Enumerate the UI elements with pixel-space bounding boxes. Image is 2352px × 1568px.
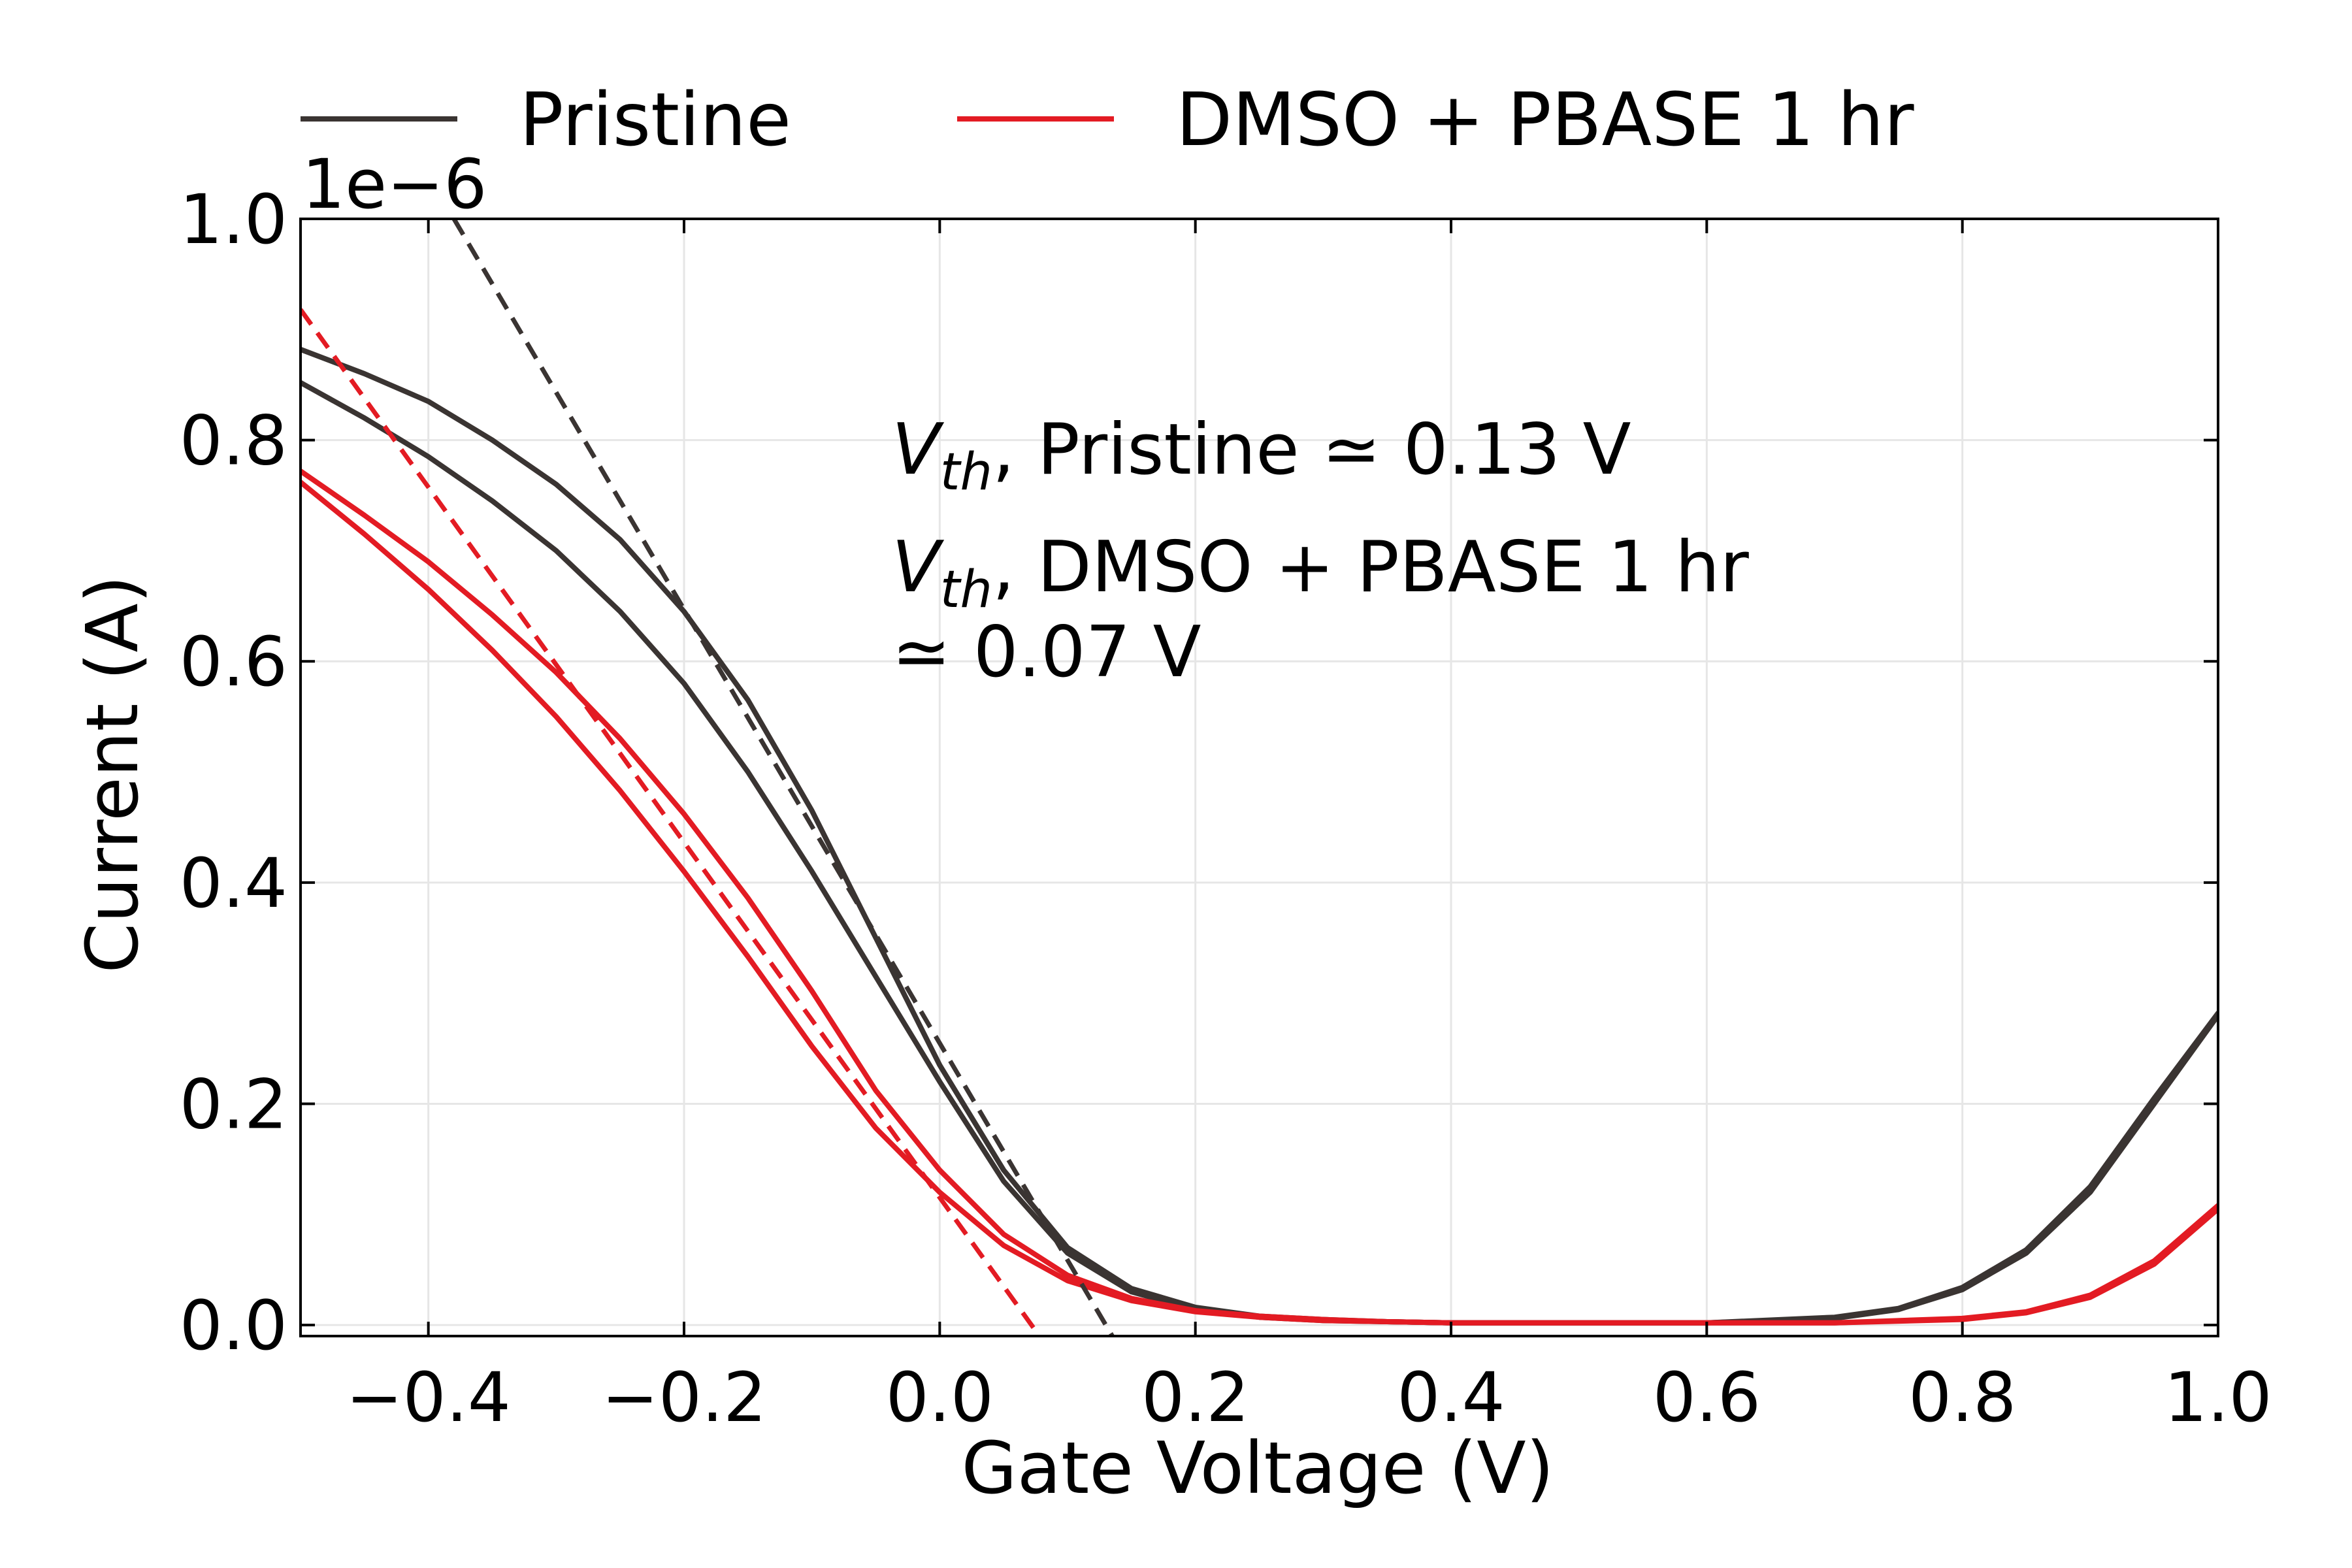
y-tick-label: 0.2	[180, 1064, 287, 1144]
x-tick-label: 1.0	[2164, 1358, 2272, 1437]
annotation-rest: , Pristine ≃ 0.13 V	[992, 409, 1631, 491]
legend-label: Pristine	[519, 78, 791, 163]
grid-layer	[301, 218, 2219, 1336]
y-offset-label: 1e−6	[302, 144, 487, 224]
annotation-symbol: V	[892, 527, 945, 608]
legend: Pristine DMSO + PBASE 1 hr	[301, 78, 1914, 163]
series-line-2	[301, 480, 2218, 1326]
tick-layer: −0.4 −0.2 0.0 0.2 0.4 0.6 0.8 1.0 0.0 0.2 0.4 0.6 0.…	[180, 180, 2272, 1437]
annotation-rest: ≃ 0.07 V	[892, 612, 1201, 693]
axes-frame	[299, 218, 2219, 1337]
x-tick-label: 0.6	[1653, 1358, 1761, 1437]
annotation-text: Vth, Pristine ≃ 0.13 V	[892, 409, 1631, 502]
x-tick-label: −0.4	[346, 1358, 511, 1437]
annotation-text: ≃ 0.07 V	[892, 612, 1201, 693]
y-axis-label: Current (A)	[71, 575, 154, 973]
y-tick-label: 0.6	[180, 622, 287, 702]
x-tick-label: −0.2	[602, 1358, 767, 1437]
x-tick-label: 0.0	[886, 1358, 994, 1437]
annotation-subscript: th	[940, 443, 992, 502]
x-tick-label: 0.8	[1908, 1358, 2016, 1437]
fit-line-5	[301, 308, 1041, 1336]
annotation-symbol: V	[892, 409, 945, 491]
y-tick-label: 1.0	[180, 180, 287, 259]
series-layer	[301, 219, 2218, 1336]
annotation-subscript: th	[940, 561, 992, 619]
legend-label: DMSO + PBASE 1 hr	[1176, 78, 1914, 163]
annotation-text: Vth, DMSO + PBASE 1 hr	[892, 527, 1749, 619]
fit-line-4	[451, 219, 1115, 1336]
y-tick-label: 0.0	[180, 1286, 287, 1365]
x-tick-label: 0.2	[1141, 1358, 1249, 1437]
x-axis-label: Gate Voltage (V)	[961, 1426, 1554, 1510]
y-tick-label: 0.4	[180, 843, 287, 923]
series-line-0	[301, 380, 2218, 1326]
series-line-1	[301, 346, 2218, 1326]
x-tick-label: 0.4	[1397, 1358, 1505, 1437]
y-tick-label: 0.8	[180, 401, 287, 481]
annotation-rest: , DMSO + PBASE 1 hr	[992, 527, 1749, 608]
